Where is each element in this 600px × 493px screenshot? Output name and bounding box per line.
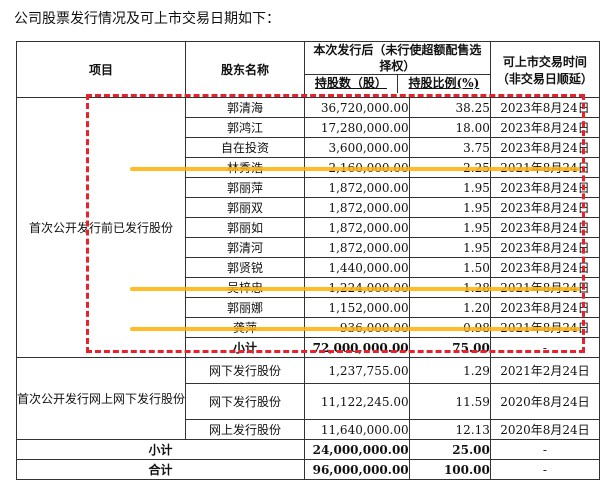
date-cell: 2023年8月24日 [489,197,600,218]
ratio-cell: 38.25 [408,97,491,118]
total-label: 合计 [16,459,305,480]
subtotal-shares: 24,000,000.00 [303,439,410,460]
date-cell: 2023年8月24日 [489,177,600,198]
strike-mark-row-4 [130,167,580,171]
shares-cell: 17,280,000.00 [303,117,410,138]
subtotal-row: 小计 24,000,000.00 25.00 - [16,439,600,460]
subtotal-ratio: 25.00 [408,439,491,460]
ratio-cell: 1.29 [408,357,491,384]
ratio-cell: 1.50 [408,257,491,278]
table-row: 郭清河 1,872,000.00 1.95 2023年8月24日 [17,237,600,258]
shares-cell: 11,122,245.00 [303,383,410,420]
total-ratio: 100.00 [408,459,491,480]
group2-label: 首次公开发行网上网下发行股份 [15,357,187,440]
ratio-cell: 3.75 [408,137,491,158]
header-holder: 股东名称 [185,41,305,98]
holder-name: 郭丽双 [185,197,305,218]
date-cell: 2020年8月24日 [489,419,600,440]
holder-name: 郭丽如 [185,217,305,238]
strike-mark-row-10 [130,287,580,291]
date-cell: 2023年8月24日 [489,97,600,118]
holder-name: 自在投资 [185,137,305,158]
holder-name: 郭清海 [185,97,305,118]
date-cell: 2023年8月24日 [489,117,600,138]
ratio-cell: 1.95 [408,237,491,258]
total-date: - [489,459,600,480]
group1-label: 首次公开发行前已发行股份 [15,97,187,358]
ratio-cell: 11.59 [408,383,491,420]
subtotal-date: - [489,337,600,358]
header-after-issue-line2: 择权） [379,59,416,73]
date-cell: 2020年8月24日 [489,383,600,420]
table-header-row: 项目 股东名称 本次发行后（未行使超额配售选 择权） 持股数（股） 持股比例(%… [15,41,600,98]
holder-name: 郭贤锐 [185,257,305,278]
total-row: 合计 96,000,000.00 100.00 - [16,459,600,480]
ratio-cell: 1.95 [408,197,491,218]
date-cell: 2023年8月24日 [489,217,600,238]
shares-cell: 1,872,000.00 [303,197,410,218]
subtotal-shares: 72,000,000.00 [303,337,410,358]
table-row: 郭丽娜 1,152,000.00 1.20 2023年8月24日 [17,297,600,318]
table-row: 吴梓忠 1,224,000.00 1.28 2021年8月24日 [17,277,600,298]
holder-name: 网下发行股份 [185,357,305,384]
holder-name: 郭丽娜 [185,297,305,318]
table-row: 郭鸿江 17,280,000.00 18.00 2023年8月24日 [17,117,600,138]
holder-name: 网上发行股份 [185,419,305,440]
header-listing: 可上市交易时间 （非交易日顺延） [489,41,600,98]
table-row: 首次公开发行网上网下发行股份 网下发行股份 1,237,755.00 1.29 … [15,357,600,440]
header-after-issue-line1: 本次发行后（未行使超额配售选 [313,43,482,57]
date-cell: 2023年8月24日 [489,237,600,258]
table-row: 郭丽萍 1,872,000.00 1.95 2023年8月24日 [17,177,600,198]
subtotal-label: 小计 [16,439,305,460]
subtotal-ratio: 75.00 [408,337,491,358]
shares-cell: 1,152,000.00 [303,297,410,318]
table-row: 首次公开发行前已发行股份 郭清海 36,720,000.00 38.25 202… [15,97,600,358]
holder-name: 郭鸿江 [185,117,305,138]
header-shares: 持股数（股） [314,76,387,90]
date-cell: 2023年8月24日 [489,257,600,278]
strike-mark-row-12 [130,327,580,331]
header-ratio: 持股比例(%) [396,75,489,93]
holder-name: 网下发行股份 [185,383,305,420]
header-subcolumns: 持股数（股） 持股比例(%) [305,74,490,93]
shares-cell: 1,440,000.00 [303,257,410,278]
shares-cell: 36,720,000.00 [303,97,410,118]
header-listing-line1: 可上市交易时间 [502,54,587,69]
share-table: 项目 股东名称 本次发行后（未行使超额配售选 择权） 持股数（股） 持股比例(%… [15,41,600,480]
date-cell: 2023年8月24日 [489,137,600,158]
header-listing-line2: （非交易日顺延） [496,71,593,86]
shares-cell: 1,872,000.00 [303,237,410,258]
header-after-issue: 本次发行后（未行使超额配售选 择权） 持股数（股） 持股比例(%) [303,41,491,98]
holder-name: 郭丽萍 [185,177,305,198]
table-row: 郭丽双 1,872,000.00 1.95 2023年8月24日 [17,197,600,218]
shares-cell: 1,872,000.00 [303,217,410,238]
intro-text: 公司股票发行情况及可上市交易日期如下： [14,11,280,27]
header-item: 项目 [15,41,187,98]
date-cell: 2021年2月24日 [489,357,600,384]
ratio-cell: 1.95 [408,177,491,198]
shares-cell: 11,640,000.00 [303,419,410,440]
ratio-cell: 12.13 [408,419,491,440]
ratio-cell: 1.20 [408,297,491,318]
table-row: 网上发行股份 11,640,000.00 12.13 2020年8月24日 [17,419,600,440]
shares-cell: 1,237,755.00 [303,357,410,384]
date-cell: 2023年8月24日 [489,297,600,318]
subtotal-date: - [489,439,600,460]
ratio-cell: 18.00 [408,117,491,138]
holder-name: 郭清河 [185,237,305,258]
ratio-cell: 1.95 [408,217,491,238]
table-row: 郭丽如 1,872,000.00 1.95 2023年8月24日 [17,217,600,238]
shares-cell: 1,872,000.00 [303,177,410,198]
table-row: 网下发行股份 11,122,245.00 11.59 2020年8月24日 [17,383,600,420]
subtotal-label: 小计 [185,337,305,358]
total-shares: 96,000,000.00 [303,459,410,480]
shares-cell: 3,600,000.00 [303,137,410,158]
